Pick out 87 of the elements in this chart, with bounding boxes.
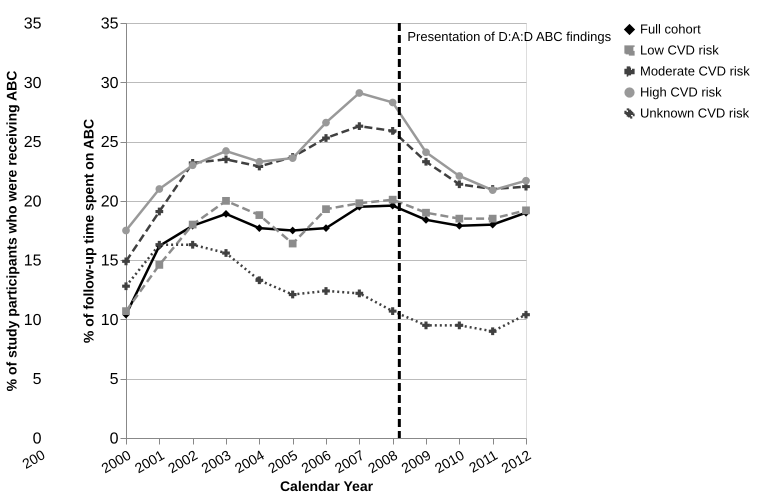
- point: [122, 307, 130, 315]
- x-tick-label: 2003: [198, 446, 234, 476]
- point: [255, 158, 264, 166]
- point: [322, 287, 330, 295]
- y-tick-label: 10: [24, 312, 42, 329]
- y2-tick-label: 35: [100, 16, 119, 32]
- point: [122, 226, 130, 234]
- point: [388, 196, 397, 204]
- point: [255, 276, 264, 284]
- point: [488, 214, 497, 223]
- point: [222, 155, 230, 164]
- x-tick-label: 2007: [332, 446, 368, 476]
- point: [455, 222, 464, 230]
- point: [455, 321, 464, 330]
- x-tick-label: 2009: [398, 446, 434, 476]
- x-tick-label: 2004: [232, 446, 268, 476]
- x-tick-label: 2012: [498, 446, 534, 476]
- y-tick-label: 15: [24, 252, 42, 270]
- point: [355, 122, 364, 130]
- x-tick-label: 2005: [265, 446, 300, 476]
- legend-label: Low CVD risk: [640, 42, 720, 58]
- y-axis-title: % of study participants who were receiving ABC: [4, 70, 20, 392]
- point: [188, 161, 197, 170]
- point: [355, 289, 364, 298]
- point: [222, 249, 230, 257]
- point: [155, 185, 164, 193]
- x-tick-label: 2011: [466, 446, 500, 476]
- y-tick-label: 30: [24, 74, 42, 92]
- ref-line-label: Presentation of D:A:D ABC findings: [407, 29, 612, 44]
- y-tick-label: 0: [32, 430, 42, 448]
- point: [455, 172, 464, 180]
- point: [155, 261, 164, 269]
- point: [455, 214, 464, 223]
- legend-label: Unknown CVD risk: [640, 106, 750, 120]
- y-tick-label: 5: [32, 371, 42, 388]
- x-tick-label: 2002: [165, 446, 200, 476]
- point: [122, 282, 130, 290]
- x-tick-label: 2006: [298, 446, 334, 476]
- point: [355, 199, 364, 208]
- point: [222, 147, 230, 155]
- y2-tick-label: 15: [100, 252, 119, 270]
- point: [288, 290, 297, 298]
- point: [322, 205, 330, 214]
- x-tick-label: 2010: [432, 446, 468, 476]
- point: [322, 224, 330, 232]
- point: [355, 89, 364, 97]
- point: [255, 211, 264, 219]
- x-axis-title: Calendar Year: [280, 478, 374, 494]
- point: [422, 216, 430, 224]
- legend-label: Full cohort: [640, 22, 702, 36]
- point: [422, 148, 430, 156]
- point: [155, 208, 164, 216]
- point: [322, 118, 330, 126]
- point: [522, 310, 530, 319]
- x-tick-label: 2000: [98, 446, 134, 476]
- point: [422, 321, 430, 330]
- point: [422, 158, 430, 166]
- point: [455, 180, 464, 188]
- point: [388, 98, 397, 106]
- point: [122, 257, 130, 266]
- y2-axis-title: % of follow-up time spent on ABC: [80, 118, 97, 344]
- legend-label: Moderate CVD risk: [640, 64, 750, 78]
- point: [222, 196, 230, 205]
- y2-tick-label: 5: [110, 371, 119, 388]
- y2-tick-label: 10: [100, 312, 119, 329]
- point: [388, 127, 397, 135]
- y-tick-label: 20: [24, 193, 42, 210]
- point: [222, 210, 230, 218]
- text: 200: [19, 446, 48, 472]
- point: [188, 240, 197, 249]
- x-tick-label: 2001: [132, 446, 168, 476]
- point: [488, 327, 497, 336]
- y2-tick-label: 25: [100, 134, 119, 152]
- y2-tick-label: 0: [110, 430, 119, 448]
- y-tick-label: 35: [24, 16, 42, 32]
- point: [255, 224, 264, 232]
- y2-tick-label: 30: [100, 74, 119, 92]
- legend-label: High CVD risk: [640, 84, 722, 100]
- y-tick-label: 25: [24, 134, 42, 152]
- point: [522, 176, 530, 185]
- x-tick-label: 2008: [365, 446, 400, 476]
- y2-tick-label: 20: [100, 193, 119, 210]
- point: [288, 240, 297, 248]
- point: [522, 206, 530, 214]
- point: [422, 208, 430, 217]
- point: [322, 134, 330, 142]
- point: [388, 307, 397, 315]
